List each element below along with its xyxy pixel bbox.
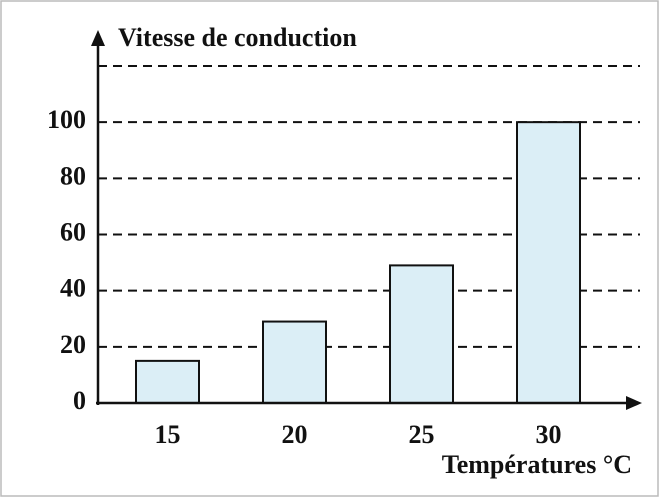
y-tick-label: 60 — [60, 217, 86, 246]
y-tick-label: 0 — [73, 386, 86, 415]
chart-title: Vitesse de conduction — [118, 23, 357, 52]
bar — [135, 359, 200, 404]
bar — [516, 121, 581, 405]
x-tick-label: 15 — [155, 420, 181, 449]
y-tick-label: 40 — [60, 274, 86, 303]
x-tick-label: 20 — [282, 420, 308, 449]
y-tick-label: 80 — [60, 161, 86, 190]
bar — [389, 264, 454, 404]
y-tick-label: 100 — [47, 105, 86, 134]
y-tick-label: 20 — [60, 330, 86, 359]
x-tick-label: 25 — [409, 420, 435, 449]
x-axis-label: Températures °C — [442, 450, 632, 479]
y-axis-arrow — [91, 30, 105, 46]
x-axis-arrow — [626, 396, 642, 410]
bar — [262, 320, 327, 404]
x-tick-label: 30 — [536, 420, 562, 449]
